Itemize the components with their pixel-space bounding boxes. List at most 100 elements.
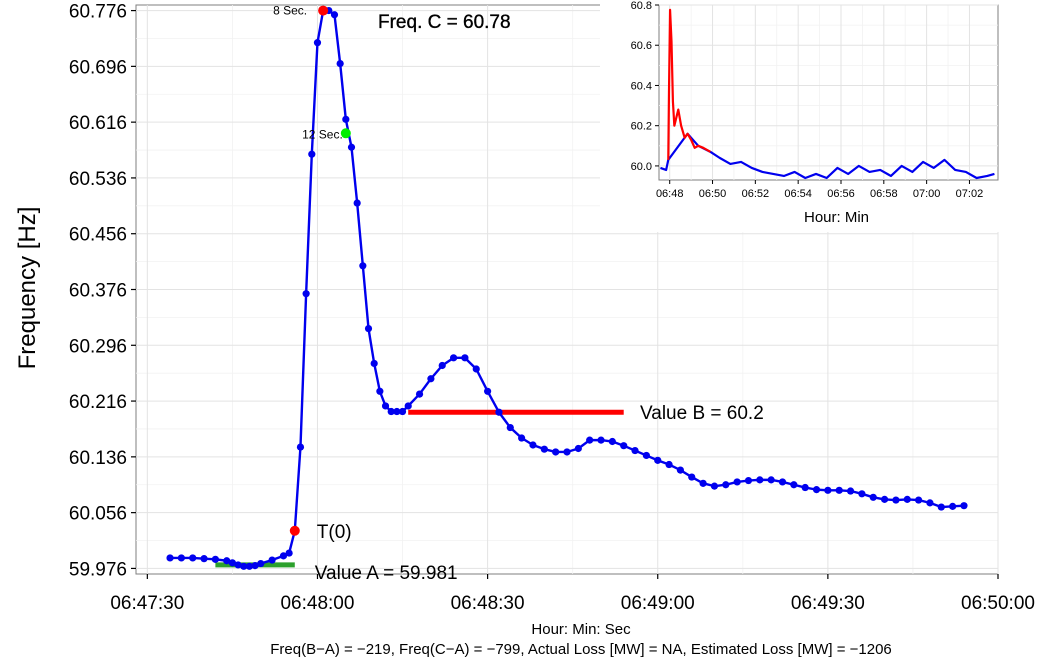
frequency-point xyxy=(756,476,764,484)
frequency-point xyxy=(801,483,809,492)
y-tick-label: 59.976 xyxy=(69,559,127,580)
frequency-point xyxy=(665,460,673,469)
inset-x-tick-label: 06:52 xyxy=(742,188,770,200)
x-tick-label: 06:49:00 xyxy=(621,593,695,614)
peak-8-sec-label: 8 Sec. xyxy=(273,4,307,18)
footer-summary: Freq(B−A) = −219, Freq(C−A) = −799, Actu… xyxy=(270,641,892,658)
frequency-point xyxy=(279,552,288,560)
frequency-point xyxy=(336,59,344,68)
frequency-point xyxy=(926,499,934,507)
main-axis-ticks: 59.976 60.056 60.136 60.216 60.296 60.376 60.4… xyxy=(69,2,1035,614)
inset-series-full xyxy=(660,132,995,180)
y-axis-title: Frequency [Hz] xyxy=(14,207,41,370)
frequency-point xyxy=(257,559,265,568)
frequency-point xyxy=(858,490,866,498)
frequency-point xyxy=(415,390,424,398)
inset-x-tick-label: 06:58 xyxy=(870,188,898,200)
frequency-point xyxy=(744,476,753,485)
frequency-point xyxy=(835,486,843,494)
freq-c-annotation: Freq. C = 60.78 xyxy=(378,12,511,33)
y-tick-label: 60.136 xyxy=(69,448,127,469)
frequency-point xyxy=(449,354,458,362)
frequency-point xyxy=(285,549,293,557)
frequency-point xyxy=(381,402,390,410)
frequency-point xyxy=(642,451,650,460)
frequency-point xyxy=(949,502,957,510)
frequency-point xyxy=(869,493,877,501)
y-tick-label: 60.376 xyxy=(69,281,127,302)
value-a-label: Value A = 59.981 xyxy=(315,563,458,584)
frequency-point xyxy=(223,557,231,565)
t0-marker xyxy=(289,525,300,536)
frequency-point xyxy=(404,402,412,410)
frequency-point xyxy=(710,482,719,490)
inset-x-tick-label: 06:48 xyxy=(656,188,684,200)
frequency-point xyxy=(461,354,469,362)
frequency-point xyxy=(200,555,208,563)
t0-label: T(0) xyxy=(317,522,352,543)
inset-y-tick-label: 60.4 xyxy=(631,80,652,92)
frequency-point xyxy=(960,502,968,510)
value-b-label: Value B = 60.2 xyxy=(640,403,764,424)
inset-chart: 60.0 60.2 60.4 60.6 60.8 06:48 06:50 06:52 06:54… xyxy=(600,0,1010,232)
inset-series-event xyxy=(667,8,711,160)
frequency-point xyxy=(506,423,514,432)
point-12-sec-marker xyxy=(340,128,351,139)
frequency-point xyxy=(631,446,639,455)
frequency-point xyxy=(880,495,889,503)
frequency-point xyxy=(353,199,361,207)
frequency-point xyxy=(892,496,900,504)
frequency-point xyxy=(733,478,741,486)
inset-x-tick-label: 07:00 xyxy=(913,188,941,200)
frequency-point xyxy=(308,150,316,158)
frequency-point xyxy=(211,555,219,563)
frequency-point xyxy=(240,562,248,570)
frequency-point xyxy=(189,554,197,562)
frequency-point xyxy=(597,436,605,444)
frequency-point xyxy=(608,437,616,446)
inset-y-tick-label: 60.2 xyxy=(631,121,652,133)
inset-x-tick-label: 06:56 xyxy=(827,188,855,200)
y-tick-label: 60.216 xyxy=(69,392,127,413)
frequency-point xyxy=(586,436,594,444)
frequency-point xyxy=(722,481,730,489)
x-tick-label: 06:47:30 xyxy=(110,593,184,614)
frequency-point xyxy=(438,361,446,370)
x-tick-label: 06:48:30 xyxy=(451,593,525,614)
frequency-point xyxy=(166,554,174,562)
frequency-point xyxy=(620,442,628,450)
frequency-point xyxy=(228,559,237,567)
y-tick-label: 60.776 xyxy=(69,2,127,23)
frequency-point xyxy=(427,375,435,383)
frequency-point xyxy=(778,478,787,486)
inset-plot-panel xyxy=(658,4,999,181)
frequency-point xyxy=(767,476,775,484)
frequency-point xyxy=(302,290,310,298)
frequency-point xyxy=(359,262,367,270)
inset-y-tick-label: 60.8 xyxy=(631,0,652,12)
frequency-point xyxy=(903,495,911,503)
frequency-point xyxy=(177,554,185,562)
inset-x-tick-label: 06:54 xyxy=(784,188,812,200)
frequency-point xyxy=(364,324,373,333)
frequency-point xyxy=(495,408,503,416)
frequency-point xyxy=(688,473,696,481)
frequency-point xyxy=(790,481,798,489)
point-12-sec-label: 12 Sec. xyxy=(302,127,343,141)
peak-8-sec-marker xyxy=(318,5,329,16)
frequency-point xyxy=(342,115,350,123)
frequency-point xyxy=(268,556,276,564)
x-tick-label: 06:48:00 xyxy=(280,593,354,614)
inset-y-tick-label: 60.6 xyxy=(631,40,652,52)
frequency-point xyxy=(472,365,480,373)
y-tick-label: 60.056 xyxy=(69,504,127,525)
y-tick-label: 60.536 xyxy=(69,169,127,190)
frequency-point xyxy=(654,456,662,464)
y-tick-label: 60.456 xyxy=(69,225,127,246)
frequency-point xyxy=(245,562,254,570)
frequency-point xyxy=(313,39,322,47)
frequency-point xyxy=(398,407,407,416)
frequency-point xyxy=(370,359,378,368)
main-labels: Value A = 59.981 Value B = 60.2 T(0) 8 Sec.… xyxy=(273,4,764,584)
